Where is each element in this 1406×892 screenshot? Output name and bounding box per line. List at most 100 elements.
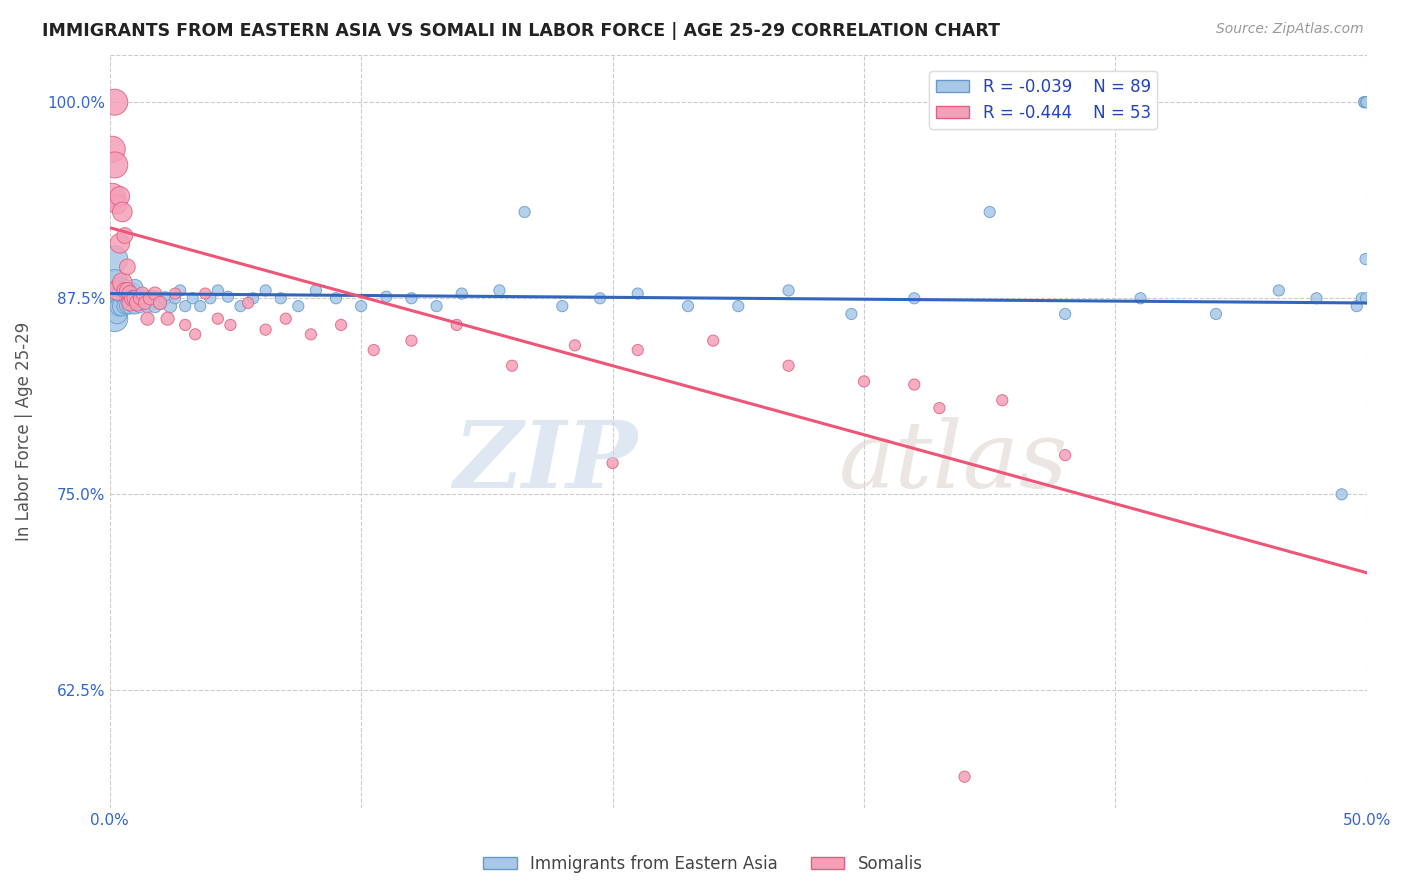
Point [101,142,124,156]
Point [105,284,128,298]
Point [375,290,398,304]
Point [139,291,162,305]
Point [156,311,179,326]
Point [134,296,156,310]
Point [299,327,322,342]
Point [117,284,139,298]
Point [105,291,128,305]
Point [501,359,523,373]
Point [118,286,141,301]
Point [778,359,800,373]
Point [149,296,172,310]
Point [1205,307,1227,321]
Point [242,291,264,305]
Text: ZIP: ZIP [454,417,638,507]
Point [104,311,127,326]
Point [207,311,229,326]
Point [127,291,149,305]
Point [118,291,141,305]
Point [108,299,131,313]
Text: atlas: atlas [839,417,1069,507]
Point [131,286,153,301]
Point [401,291,423,305]
Point [1351,291,1374,305]
Point [104,291,127,305]
Point [194,286,217,301]
Point [118,296,141,310]
Point [136,311,159,326]
Point [841,307,863,321]
Point [446,318,468,332]
Point [1054,307,1077,321]
Point [101,291,124,305]
Point [551,299,574,313]
Point [928,401,950,415]
Point [105,197,128,211]
Point [174,318,197,332]
Text: Source: ZipAtlas.com: Source: ZipAtlas.com [1216,22,1364,37]
Point [141,290,163,304]
Point [101,299,124,313]
Point [274,311,297,326]
Point [124,291,146,305]
Point [1054,448,1077,462]
Point [254,284,277,298]
Point [104,158,127,172]
Point [200,291,222,305]
Point [117,284,139,298]
Point [104,95,127,110]
Point [702,334,724,348]
Point [136,299,159,313]
Point [117,260,139,274]
Point [124,280,146,294]
Point [105,284,128,298]
Point [1355,291,1378,305]
Point [426,299,449,313]
Point [165,291,187,305]
Point [174,299,197,313]
Point [127,296,149,310]
Point [108,291,131,305]
Point [108,189,131,203]
Point [146,291,169,305]
Point [363,343,385,357]
Point [114,290,136,304]
Point [305,284,328,298]
Point [118,286,141,301]
Point [1354,252,1376,266]
Point [979,205,1001,219]
Point [105,307,128,321]
Y-axis label: In Labor Force | Age 25-29: In Labor Force | Age 25-29 [15,322,32,541]
Legend: R = -0.039    N = 89, R = -0.444    N = 53: R = -0.039 N = 89, R = -0.444 N = 53 [929,71,1157,128]
Point [129,299,152,313]
Point [131,291,153,305]
Point [401,334,423,348]
Point [627,343,650,357]
Point [1268,284,1291,298]
Point [104,276,127,290]
Point [853,375,876,389]
Point [219,318,242,332]
Point [188,299,211,313]
Legend: Immigrants from Eastern Asia, Somalis: Immigrants from Eastern Asia, Somalis [477,848,929,880]
Point [1355,95,1378,110]
Point [169,284,191,298]
Point [602,456,624,470]
Point [589,291,612,305]
Point [1353,95,1375,110]
Point [287,299,309,313]
Point [121,291,143,305]
Point [159,299,181,313]
Point [564,338,586,352]
Point [153,291,176,305]
Point [1346,299,1368,313]
Point [111,205,134,219]
Point [143,299,166,313]
Point [1353,95,1375,110]
Point [108,236,131,251]
Point [114,284,136,298]
Point [117,299,139,313]
Point [101,189,124,203]
Point [117,291,139,305]
Text: IMMIGRANTS FROM EASTERN ASIA VS SOMALI IN LABOR FORCE | AGE 25-29 CORRELATION CH: IMMIGRANTS FROM EASTERN ASIA VS SOMALI I… [42,22,1000,40]
